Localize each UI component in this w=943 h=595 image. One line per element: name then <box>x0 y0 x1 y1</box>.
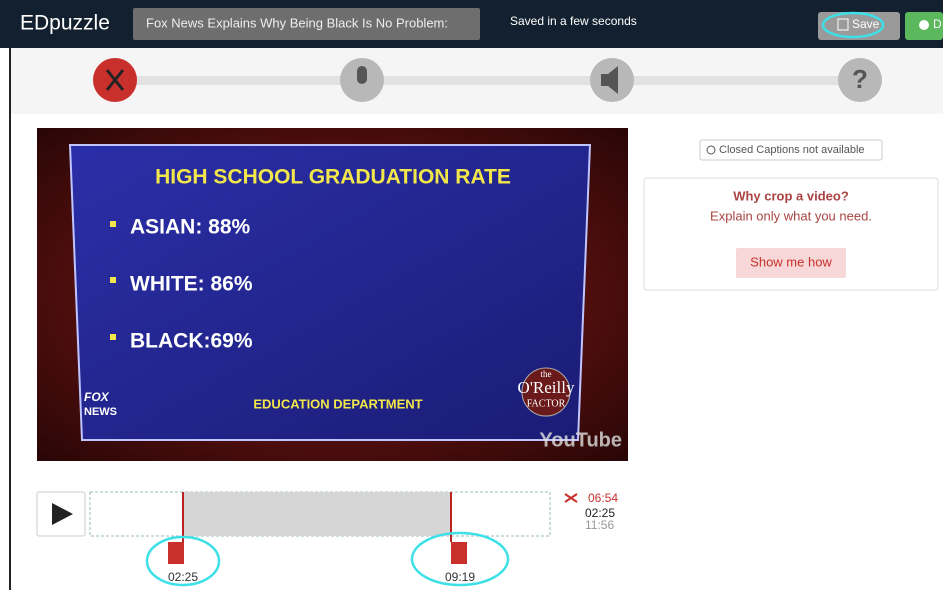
network-logo: FOX <box>84 390 110 404</box>
save-status: Saved in a few seconds <box>510 14 637 28</box>
question-icon: ? <box>852 64 868 94</box>
total-time: 11:56 <box>585 518 614 532</box>
video-item: BLACK:69% <box>130 330 253 353</box>
mic-icon <box>357 66 367 84</box>
video-title[interactable]: Fox News Explains Why Being Black Is No … <box>146 15 448 30</box>
step-track <box>115 76 860 85</box>
video-item: WHITE: 86% <box>130 273 253 296</box>
save-label[interactable]: Save <box>852 17 880 31</box>
end-time: 09:19 <box>445 570 475 584</box>
start-time: 02:25 <box>168 570 198 584</box>
cut-icon <box>565 494 577 502</box>
bullet <box>110 277 116 283</box>
card-title: Why crop a video? <box>733 188 849 203</box>
done-icon <box>919 20 929 30</box>
timeline-selection <box>183 492 451 536</box>
captions-text: Closed Captions not available <box>719 144 865 156</box>
done-label[interactable]: D <box>933 17 942 31</box>
screen: EDpuzzle Fox News Explains Why Being Bla… <box>0 0 943 590</box>
card-text: Explain only what you need. <box>710 208 872 223</box>
card-button-label[interactable]: Show me how <box>750 254 832 269</box>
watermark: YouTube <box>539 429 622 451</box>
start-handle[interactable] <box>168 542 184 564</box>
network-logo: NEWS <box>84 406 117 418</box>
bullet <box>110 221 116 227</box>
logo[interactable]: EDpuzzle <box>20 12 110 35</box>
video-headline: HIGH SCHOOL GRADUATION RATE <box>155 166 511 189</box>
page: EDpuzzle Fox News Explains Why Being Bla… <box>0 0 943 590</box>
video-footer: EDUCATION DEPARTMENT <box>253 396 422 411</box>
bullet <box>110 334 116 340</box>
show-logo-text: FACTOR <box>527 398 566 409</box>
cut-duration: 06:54 <box>588 491 618 505</box>
end-handle[interactable] <box>451 542 467 564</box>
show-logo-text: O'Reilly <box>518 378 575 397</box>
video-item: ASIAN: 88% <box>130 216 251 239</box>
